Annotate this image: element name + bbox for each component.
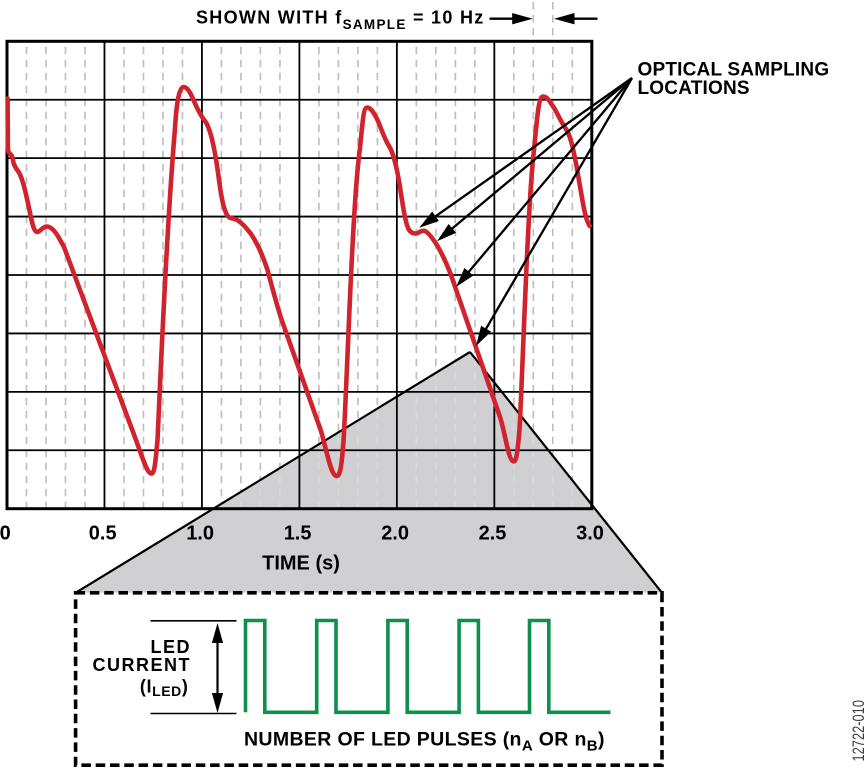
svg-text:OPTICAL SAMPLING: OPTICAL SAMPLING (638, 59, 830, 80)
svg-text:3.0: 3.0 (576, 522, 604, 544)
svg-text:TIME (s): TIME (s) (262, 552, 340, 574)
svg-text:0.5: 0.5 (89, 522, 117, 544)
svg-text:2.5: 2.5 (479, 522, 507, 544)
svg-text:0: 0 (0, 522, 11, 544)
svg-text:LED: LED (151, 637, 192, 657)
svg-text:2.0: 2.0 (381, 522, 409, 544)
svg-text:NUMBER OF LED PULSES (nA OR nB: NUMBER OF LED PULSES (nA OR nB) (244, 728, 605, 754)
svg-text:CURRENT: CURRENT (93, 655, 192, 675)
svg-text:LOCATIONS: LOCATIONS (638, 78, 750, 99)
svg-text:1.0: 1.0 (186, 522, 214, 544)
svg-text:1.5: 1.5 (284, 522, 312, 544)
svg-text:12722-010: 12722-010 (850, 700, 868, 761)
